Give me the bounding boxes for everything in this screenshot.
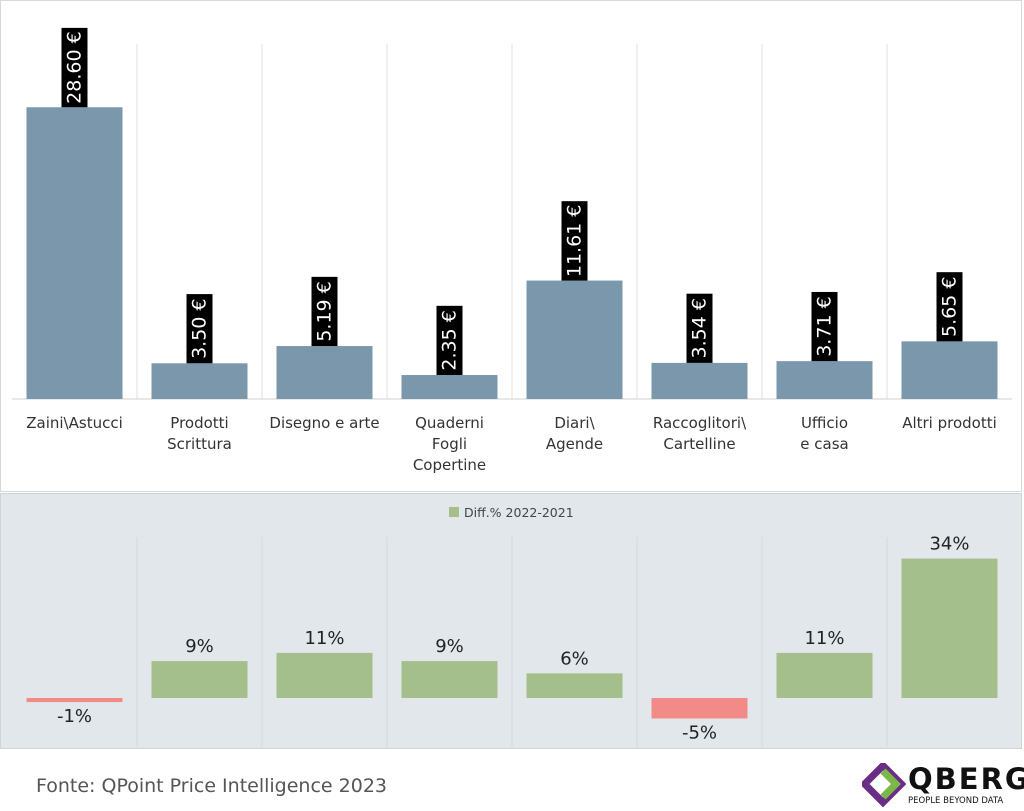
data-label-box xyxy=(811,291,838,362)
category-label: e casa xyxy=(800,435,848,453)
category-label: Disegno e arte xyxy=(269,414,379,432)
data-label-box xyxy=(436,305,463,376)
data-label: 9% xyxy=(435,636,464,657)
legend-label: Diff.% 2022-2021 xyxy=(464,505,574,520)
bar xyxy=(26,698,123,703)
bar xyxy=(401,375,498,399)
data-label-box xyxy=(186,294,213,364)
bar xyxy=(776,361,873,399)
bar xyxy=(651,698,748,719)
data-label: 11% xyxy=(304,628,344,649)
bar xyxy=(526,280,623,399)
bar xyxy=(401,661,498,698)
data-label: -5% xyxy=(682,723,717,744)
category-label: Raccoglitori\ xyxy=(653,414,747,432)
bar xyxy=(901,341,998,399)
legend-swatch xyxy=(449,507,459,517)
chart-canvas: 28.60 € Zaini\Astucci 3.50 € Prodotti Scritt… xyxy=(12,27,1012,747)
category-label: Altri prodotti xyxy=(902,414,997,432)
category-label: Diari\ xyxy=(554,414,595,432)
data-label: 34% xyxy=(929,534,969,555)
data-label: 3.50 € xyxy=(189,298,211,358)
bar xyxy=(151,661,248,698)
data-label-box xyxy=(936,272,963,342)
bar xyxy=(776,652,873,698)
bar xyxy=(276,652,373,698)
qberg-logo: QBERG PEOPLE BEYOND DATA xyxy=(862,762,1024,809)
category-label: Fogli xyxy=(432,435,467,453)
category-label: Ufficio xyxy=(801,414,848,432)
data-label-box xyxy=(686,293,713,363)
category-label: Prodotti xyxy=(170,414,228,432)
data-label: 2.35 € xyxy=(439,310,461,370)
data-label: 6% xyxy=(560,648,589,669)
bar xyxy=(151,363,248,399)
diff-chart-panel xyxy=(0,493,1022,749)
data-label: 11% xyxy=(804,628,844,649)
category-label: Agende xyxy=(546,435,603,453)
category-label: Cartelline xyxy=(663,435,735,453)
category-label: Scrittura xyxy=(167,435,232,453)
price-chart-panel xyxy=(0,0,1022,492)
data-label: 9% xyxy=(185,636,214,657)
data-label-box xyxy=(311,276,338,347)
data-label: 3.54 € xyxy=(689,298,711,358)
bar xyxy=(276,346,373,399)
data-label: 5.65 € xyxy=(939,277,961,337)
bar xyxy=(651,362,748,399)
data-label: 3.71 € xyxy=(814,296,836,356)
category-label: Zaini\Astucci xyxy=(26,414,123,432)
qberg-logo-icon xyxy=(862,763,907,808)
logo-tagline: PEOPLE BEYOND DATA xyxy=(908,796,1004,806)
bar xyxy=(26,107,123,399)
data-label: 5.19 € xyxy=(314,281,336,341)
bar xyxy=(901,558,998,698)
data-label: 11.61 € xyxy=(564,205,586,278)
data-label-box xyxy=(561,201,588,281)
source-note: Fonte: QPoint Price Intelligence 2023 xyxy=(36,775,387,797)
category-label: Quaderni xyxy=(415,414,484,432)
category-label: Copertine xyxy=(413,456,486,474)
data-label: -1% xyxy=(57,706,92,727)
logo-wordmark: QBERG xyxy=(908,762,1024,796)
data-label-box xyxy=(61,27,88,108)
data-label: 28.60 € xyxy=(64,31,86,104)
bar xyxy=(526,673,623,698)
